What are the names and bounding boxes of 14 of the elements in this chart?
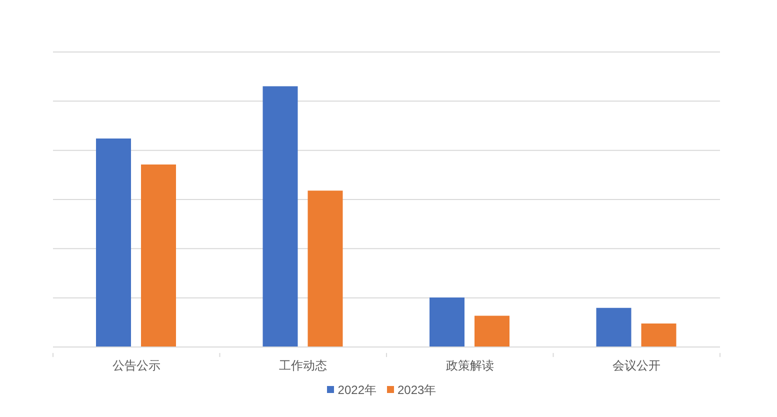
bar	[96, 138, 131, 347]
legend-label: 2023年	[398, 383, 436, 397]
bar	[641, 324, 676, 347]
bar	[474, 316, 510, 347]
x-tick-label: 政策解读	[446, 358, 494, 373]
bar	[596, 308, 632, 347]
bar	[262, 86, 298, 347]
bar	[308, 190, 343, 347]
x-tick-label: 工作动态	[279, 358, 328, 373]
bar	[430, 297, 464, 347]
legend-label: 2022年	[338, 383, 376, 397]
x-tick-label: 公告公示	[112, 358, 160, 373]
bar	[141, 164, 176, 347]
x-tick-label: 会议公开	[612, 358, 661, 373]
